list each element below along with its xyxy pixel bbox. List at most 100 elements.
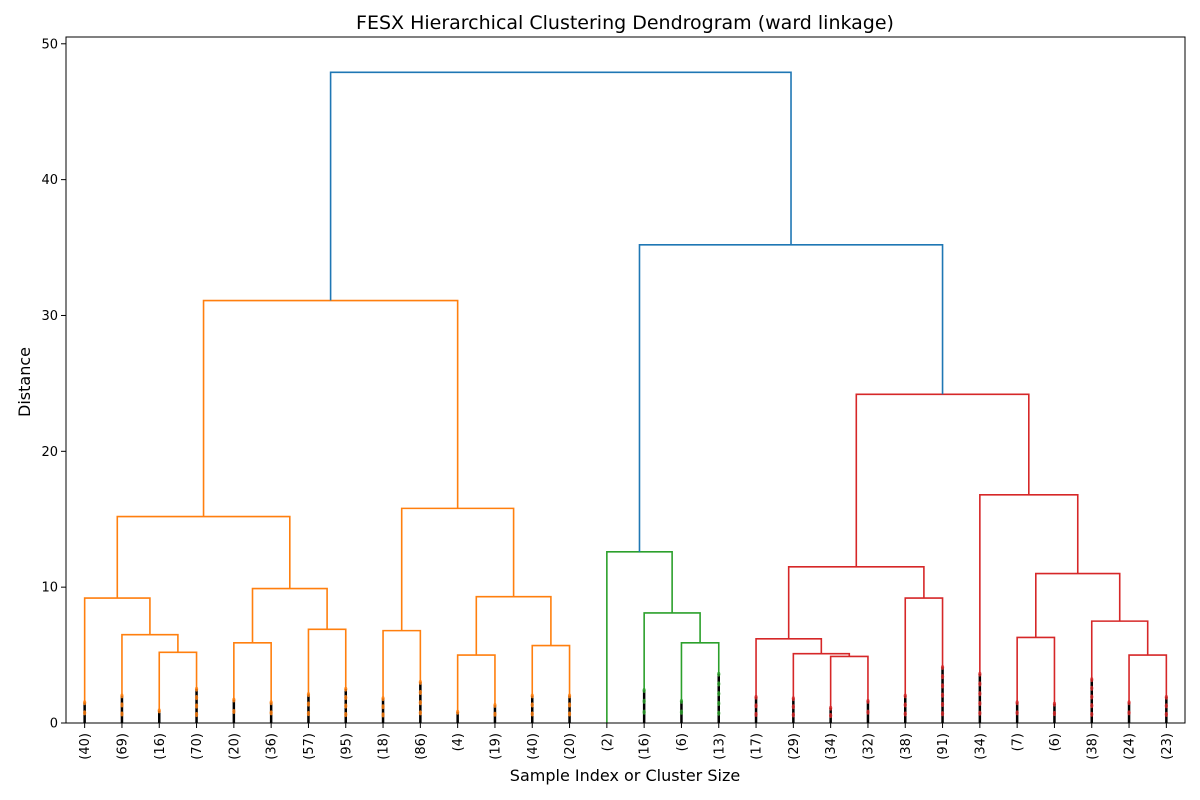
dendrogram-link-o12 xyxy=(400,507,515,631)
leaf-dot-28-2 xyxy=(1090,703,1094,709)
dendrogram-link-o1 xyxy=(158,651,198,723)
plot-frame xyxy=(65,36,1186,724)
leaf-label-29: (24) xyxy=(1123,733,1138,760)
leaf-dot-8-2 xyxy=(344,703,348,709)
leaf-dot-24-3 xyxy=(940,692,945,698)
leaf-dot-18-1 xyxy=(717,710,721,716)
leaf-dot-4-3 xyxy=(194,694,199,701)
leaf-label-13: (40) xyxy=(526,733,541,760)
leaf-dot-24-5 xyxy=(940,673,945,680)
leaf-label-2: (69) xyxy=(115,733,130,760)
dendrogram-link-r5 xyxy=(787,565,925,639)
leaf-dot-28-5 xyxy=(1090,676,1094,683)
leaf-dot-29-2 xyxy=(1127,700,1131,706)
leaf-dot-30-1 xyxy=(1164,711,1168,717)
leaf-dot-18-4 xyxy=(717,681,721,687)
dendrogram-link-r2 xyxy=(792,652,851,723)
dendrogram-link-r4 xyxy=(904,597,944,723)
leaf-dot-24-2 xyxy=(940,701,945,708)
y-tick-label-50: 50 xyxy=(41,37,58,52)
leaf-dot-25-1 xyxy=(978,710,982,716)
dendrogram-link-o5 xyxy=(307,628,347,723)
dendrogram-link-r9 xyxy=(1035,572,1121,638)
dendrogram-link-b1 xyxy=(638,244,944,552)
leaf-dot-23-3 xyxy=(903,693,907,699)
y-tick-label-40: 40 xyxy=(41,173,58,188)
leaf-dot-6-2 xyxy=(269,700,273,706)
dendrogram-link-o6 xyxy=(251,587,328,643)
leaf-dot-1-1 xyxy=(83,710,87,716)
leaf-dot-6-1 xyxy=(269,710,273,716)
y-axis-label: Distance xyxy=(15,347,34,417)
leaf-label-21: (34) xyxy=(824,733,839,760)
dendrogram-link-o4 xyxy=(233,642,272,723)
leaf-dot-2-3 xyxy=(120,693,124,699)
leaf-dot-30-3 xyxy=(1164,694,1168,700)
leaf-dot-13-1 xyxy=(530,711,534,717)
leaf-dot-22-2 xyxy=(866,698,870,704)
leaf-dot-19-3 xyxy=(754,694,758,700)
leaf-dot-26-1 xyxy=(1015,710,1019,716)
leaf-label-16: (16) xyxy=(638,733,653,760)
leaf-dot-8-3 xyxy=(344,694,348,701)
leaf-dot-13-2 xyxy=(530,702,534,708)
chart-title: FESX Hierarchical Clustering Dendrogram … xyxy=(356,12,894,34)
leaf-dot-4-1 xyxy=(194,711,199,718)
leaf-label-25: (34) xyxy=(973,733,988,760)
dendrogram-link-r10 xyxy=(979,493,1079,723)
leaf-label-28: (38) xyxy=(1085,733,1100,760)
leaf-dot-24-4 xyxy=(940,683,945,689)
leaf-dot-8-1 xyxy=(344,711,348,718)
leaf-dot-28-1 xyxy=(1090,711,1094,717)
leaf-dot-11-1 xyxy=(456,709,460,715)
leaf-dot-21-1 xyxy=(829,712,833,719)
leaf-dot-25-3 xyxy=(978,691,982,697)
leaf-dot-5-1 xyxy=(232,708,236,715)
leaf-dot-13-3 xyxy=(530,693,534,699)
leaf-dot-19-2 xyxy=(754,703,758,709)
leaf-dot-9-2 xyxy=(381,704,385,710)
leaf-dot-7-2 xyxy=(306,701,311,707)
dendrogram-link-r1 xyxy=(829,655,869,723)
leaf-dot-4-4 xyxy=(194,686,199,692)
leaf-dot-24-6 xyxy=(940,664,945,670)
leaf-label-15: (2) xyxy=(600,733,615,751)
leaf-label-4: (70) xyxy=(190,733,205,760)
dendrogram-link-o10 xyxy=(531,644,571,723)
leaf-label-17: (6) xyxy=(675,733,690,751)
leaf-label-1: (40) xyxy=(78,733,93,760)
leaf-dot-22-1 xyxy=(866,709,870,715)
dendrogram-links xyxy=(83,71,1168,723)
leaf-label-18: (13) xyxy=(712,733,727,760)
y-tick-label-0: 0 xyxy=(50,717,58,732)
dendrogram-link-r6 xyxy=(1016,636,1056,723)
leaf-dot-4-2 xyxy=(194,703,199,709)
leaf-dot-17-2 xyxy=(679,698,684,704)
dendrogram-link-o3 xyxy=(83,597,151,723)
leaf-label-22: (32) xyxy=(861,733,876,760)
leaf-label-3: (16) xyxy=(153,733,168,760)
leaf-dot-20-2 xyxy=(791,704,795,710)
dendrogram-link-b2 xyxy=(329,71,792,301)
leaf-label-19: (17) xyxy=(750,733,765,760)
leaf-dot-16-3 xyxy=(642,687,646,693)
leaf-dot-20-3 xyxy=(791,695,795,702)
leaf-dot-23-2 xyxy=(903,702,907,708)
dendrogram-link-g1 xyxy=(680,642,720,723)
leaf-dot-12-2 xyxy=(493,702,497,708)
leaf-dot-3-1 xyxy=(157,708,161,714)
leaf-dot-19-1 xyxy=(754,711,758,717)
leaf-dot-29-1 xyxy=(1127,710,1131,716)
leaf-dot-9-3 xyxy=(381,695,385,702)
leaf-dot-23-1 xyxy=(903,711,907,717)
leaf-label-10: (86) xyxy=(414,733,429,760)
leaf-dot-16-1 xyxy=(642,709,646,715)
leaf-dot-28-3 xyxy=(1090,694,1094,700)
leaf-label-30: (23) xyxy=(1160,733,1175,760)
dendrogram-link-g3 xyxy=(606,551,673,723)
dendrogram-link-r11 xyxy=(855,393,1030,567)
leaf-dot-14-2 xyxy=(567,702,572,708)
leaf-dot-25-2 xyxy=(978,700,982,707)
leaf-label-6: (36) xyxy=(265,733,280,760)
